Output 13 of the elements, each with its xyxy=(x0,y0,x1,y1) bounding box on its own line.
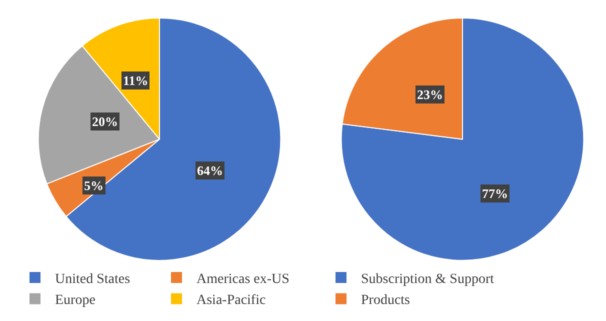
legend-label: Americas ex-US xyxy=(196,272,290,287)
legend-label: United States xyxy=(55,272,130,287)
legend-label: Asia-Pacific xyxy=(196,293,266,308)
legend-label: Products xyxy=(361,293,410,308)
data-label: 77% xyxy=(482,186,508,201)
data-label: 64% xyxy=(197,163,223,178)
data-label: 5% xyxy=(84,178,104,193)
data-label: 23% xyxy=(417,87,443,102)
legend-label: Subscription & Support xyxy=(361,272,494,287)
data-label: 11% xyxy=(123,73,148,88)
pie-slice xyxy=(340,18,584,261)
legend-label: Europe xyxy=(55,293,96,308)
data-label: 20% xyxy=(92,114,118,129)
